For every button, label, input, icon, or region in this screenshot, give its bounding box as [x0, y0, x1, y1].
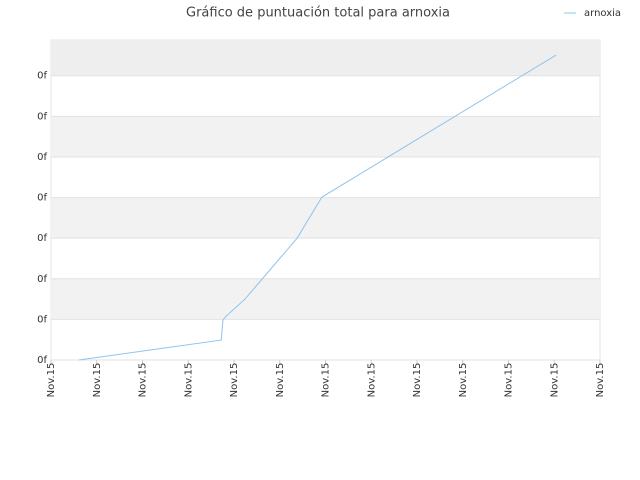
- y-tick-label: 0f: [37, 111, 47, 122]
- x-tick-label: Nov.15: [46, 363, 57, 398]
- x-tick-label: Nov.15: [321, 363, 332, 398]
- x-tick-label: Nov.15: [366, 363, 377, 398]
- x-tick-label: Nov.15: [595, 363, 606, 398]
- x-tick-label: Nov.15: [92, 363, 103, 398]
- x-tick-label: Nov.15: [183, 363, 194, 398]
- y-tick-label: 0f: [37, 274, 47, 285]
- legend-label: arnoxia: [584, 8, 621, 19]
- grid-band: [51, 278, 600, 320]
- x-tick-label: Nov.15: [504, 363, 515, 398]
- chart-title: Gráfico de puntuación total para arnoxia: [186, 6, 450, 21]
- y-tick-label: 0f: [37, 152, 47, 163]
- grid-band: [51, 116, 600, 157]
- y-tick-label: 0f: [37, 233, 47, 244]
- series-line: [78, 54, 557, 361]
- x-tick-label: Nov.15: [138, 363, 149, 398]
- y-tick-label: 0f: [37, 193, 47, 204]
- grid-band: [51, 40, 600, 76]
- x-tick-label: Nov.15: [458, 363, 469, 398]
- y-tick-label: 0f: [37, 71, 47, 82]
- x-tick-label: Nov.15: [412, 363, 423, 398]
- y-tick-label: 0f: [37, 355, 47, 366]
- x-tick-label: Nov.15: [275, 363, 286, 398]
- x-tick-label: Nov.15: [549, 363, 560, 398]
- x-tick-label: Nov.15: [229, 363, 240, 398]
- y-tick-label: 0f: [37, 314, 47, 325]
- grid-band: [51, 197, 600, 239]
